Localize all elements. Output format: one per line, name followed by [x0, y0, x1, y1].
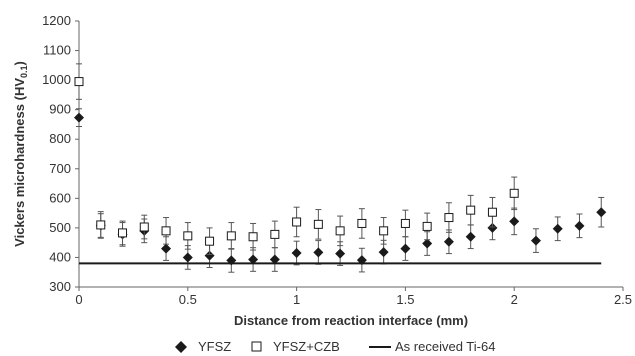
x-tick-label: 0	[75, 292, 82, 307]
y-axis-title-close: )	[12, 61, 27, 65]
legend-item-ti64: As received Ti-64	[369, 339, 495, 354]
x-axis-ticks: 0 0.5 1 1.5 2 2.5	[75, 287, 632, 307]
x-tick-label: 1	[293, 292, 300, 307]
data-point	[487, 207, 497, 217]
data-point	[204, 250, 215, 261]
legend-item-yfsz: YFSZ	[175, 339, 231, 354]
legend-label-yfsz: YFSZ	[198, 339, 231, 354]
open-square-icon	[251, 341, 262, 352]
x-tick-label: 1.5	[396, 292, 414, 307]
data-point	[74, 77, 84, 87]
data-point	[443, 236, 454, 247]
plot-area	[74, 63, 607, 273]
x-tick-label: 2.5	[614, 292, 632, 307]
data-point	[161, 243, 172, 254]
y-tick-label: 500	[49, 220, 71, 235]
data-point	[269, 254, 280, 265]
data-point	[466, 205, 476, 215]
y-axis-ticks: 300 400 500 600 700 800 900 1000 1100 1200	[42, 13, 79, 294]
axes	[78, 21, 623, 288]
data-point	[118, 228, 128, 238]
data-point	[422, 238, 433, 249]
data-point	[574, 220, 585, 231]
legend: YFSZ YFSZ+CZB As received Ti-64	[175, 339, 495, 354]
y-tick-label: 800	[49, 131, 71, 146]
data-point	[487, 222, 498, 233]
y-tick-label: 300	[49, 279, 71, 294]
y-tick-label: 600	[49, 190, 71, 205]
x-axis-title: Distance from reaction interface (mm)	[234, 313, 468, 328]
data-point	[596, 207, 607, 218]
data-point	[509, 216, 520, 227]
data-point	[292, 217, 302, 227]
data-point	[139, 222, 149, 232]
data-point	[357, 218, 367, 228]
y-axis-title-main: Vickers microhardness (HV	[12, 78, 27, 247]
x-tick-label: 0.5	[179, 292, 197, 307]
data-point	[161, 226, 171, 236]
legend-label-yfsz-czb: YFSZ+CZB	[273, 339, 340, 354]
data-point	[444, 213, 454, 223]
y-tick-label: 1000	[42, 72, 71, 87]
data-point	[226, 231, 236, 241]
y-tick-label: 400	[49, 249, 71, 264]
data-point	[96, 220, 106, 230]
data-point	[313, 219, 323, 229]
y-tick-label: 1200	[42, 13, 71, 28]
data-point	[248, 254, 259, 265]
series-1	[74, 63, 519, 255]
data-point	[248, 232, 258, 242]
data-point	[509, 188, 519, 198]
data-point	[400, 218, 410, 228]
data-point	[313, 247, 324, 258]
legend-item-yfsz-czb: YFSZ+CZB	[251, 339, 340, 354]
data-point	[530, 235, 541, 246]
data-point	[378, 247, 389, 258]
data-point	[335, 226, 345, 236]
data-point	[422, 221, 432, 231]
y-axis-title-subscript: 0.1	[19, 65, 29, 78]
data-point	[379, 226, 389, 236]
data-point	[74, 112, 84, 123]
filled-diamond-icon	[175, 341, 187, 353]
series-0	[74, 108, 607, 273]
data-point	[552, 223, 563, 234]
y-tick-label: 700	[49, 161, 71, 176]
legend-label-ti64: As received Ti-64	[395, 339, 495, 354]
data-point	[465, 231, 476, 242]
x-tick-label: 2	[511, 292, 518, 307]
data-point	[270, 229, 280, 239]
data-point	[205, 236, 215, 246]
data-point	[400, 243, 411, 254]
data-point	[182, 252, 193, 263]
data-point	[335, 248, 346, 259]
y-axis-title: Vickers microhardness (HV0.1)	[12, 61, 29, 247]
y-tick-label: 900	[49, 102, 71, 117]
data-point	[183, 231, 193, 241]
y-tick-label: 1100	[43, 43, 71, 58]
data-point	[291, 248, 302, 259]
